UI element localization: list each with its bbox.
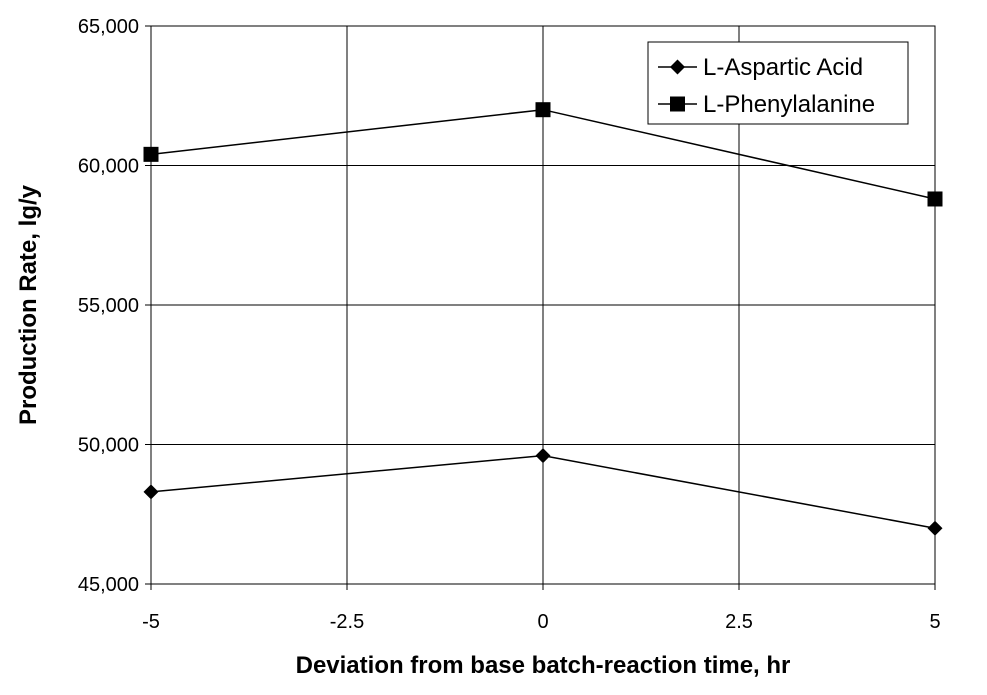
legend: L-Aspartic Acid L-Phenylalanine <box>647 41 909 125</box>
y-tick-label: 65,000 <box>78 16 139 38</box>
series-l-aspartic-acid <box>143 448 943 536</box>
series-layer <box>143 102 943 536</box>
legend-box <box>647 41 909 125</box>
legend-label: L-Phenylalanine <box>703 91 875 118</box>
x-tick-label: 5 <box>929 611 940 633</box>
data-point-l-phenylalanine <box>535 102 551 118</box>
x-tick-label: -5 <box>142 611 160 633</box>
x-tick-label: -2.5 <box>330 611 364 633</box>
legend-item-l-phenylalanine: L-Phenylalanine <box>658 91 875 118</box>
data-point-l-aspartic-acid <box>143 484 159 500</box>
data-point-l-aspartic-acid <box>927 520 943 536</box>
y-tick-label: 55,000 <box>78 295 139 317</box>
x-axis-title: Deviation from base batch-reaction time,… <box>296 652 791 679</box>
data-point-l-aspartic-acid <box>535 448 551 464</box>
y-axis-title: Production Rate, lg/y <box>15 184 42 425</box>
legend-label: L-Aspartic Acid <box>703 54 863 81</box>
y-tick-label: 50,000 <box>78 435 139 457</box>
legend-marker-diamond <box>670 59 685 75</box>
data-point-l-phenylalanine <box>143 146 159 162</box>
data-point-l-phenylalanine <box>927 191 943 207</box>
x-axis-ticks: -5 -2.5 0 2.5 5 <box>142 584 941 633</box>
y-tick-label: 45,000 <box>78 574 139 596</box>
series-l-phenylalanine <box>143 102 943 207</box>
legend-marker-square <box>670 96 685 112</box>
x-tick-label: 2.5 <box>725 611 753 633</box>
legend-item-l-aspartic-acid: L-Aspartic Acid <box>658 54 863 81</box>
x-tick-label: 0 <box>537 611 548 633</box>
y-tick-label: 60,000 <box>78 156 139 178</box>
y-axis-ticks: 45,000 50,000 55,000 60,000 65,000 <box>78 16 151 596</box>
